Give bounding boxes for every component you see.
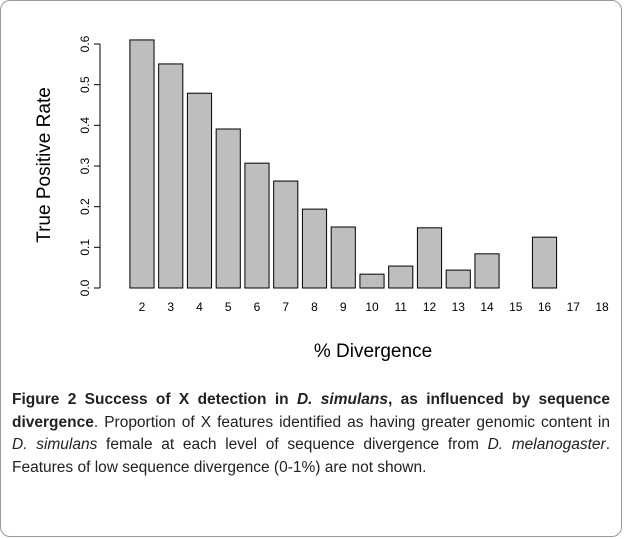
bar xyxy=(416,227,443,289)
caption-title-part: D. simulans xyxy=(296,391,388,408)
bar xyxy=(158,63,184,289)
x-tick-label: 17 xyxy=(567,300,581,314)
x-tick-label: 16 xyxy=(538,300,552,314)
x-tick-label: 3 xyxy=(167,300,174,314)
x-tick-label: 5 xyxy=(225,300,232,314)
x-tick-label: 2 xyxy=(139,300,146,314)
x-tick-label: 14 xyxy=(480,300,494,314)
bar xyxy=(330,226,356,289)
caption-text: D. simulans xyxy=(12,436,98,453)
bar xyxy=(215,128,241,289)
chart: True Positive Rate % Divergence 0.0 0.1 0.… xyxy=(34,35,609,362)
caption-text: D. melanogaster xyxy=(487,436,606,453)
x-tick-label: 11 xyxy=(395,300,408,314)
y-axis-title: True Positive Rate xyxy=(34,87,55,243)
x-axis-title: % Divergence xyxy=(314,341,432,362)
bar xyxy=(186,92,213,289)
x-tick-label: 13 xyxy=(452,300,466,314)
figure-caption: Figure 2 Success of X detection in D. si… xyxy=(12,389,610,479)
x-tick-label: 9 xyxy=(340,300,347,314)
y-tick-label: 0.1 xyxy=(78,239,92,256)
y-tick-label: 0.6 xyxy=(78,35,92,52)
caption-title-part: Success of X detection in xyxy=(84,391,297,408)
x-tick-label: 7 xyxy=(282,300,289,314)
caption-label: Figure 2 xyxy=(12,391,77,408)
bar xyxy=(129,39,155,289)
caption-title-part: , as influenced by sequence divergence xyxy=(12,391,611,431)
x-tick-label: 6 xyxy=(254,300,261,314)
bar xyxy=(244,162,270,289)
x-tick-label: 10 xyxy=(365,300,379,314)
bar xyxy=(531,236,558,289)
bar xyxy=(301,208,328,289)
caption-text: . Proportion of X features identified as… xyxy=(93,413,610,431)
y-tick-label: 0.4 xyxy=(78,117,92,134)
bar xyxy=(359,273,385,289)
x-tick-label: 18 xyxy=(595,300,609,314)
caption-title: Success of X detection in D. simulans, a… xyxy=(12,391,610,431)
y-tick-label: 0.5 xyxy=(78,76,92,93)
bar xyxy=(445,269,471,289)
bar xyxy=(474,253,500,289)
y-tick-label: 0.0 xyxy=(78,279,92,296)
x-tick-label: 15 xyxy=(509,300,523,314)
x-tick-label: 4 xyxy=(196,300,203,314)
y-tick-label: 0.2 xyxy=(78,198,92,215)
bar xyxy=(388,265,414,289)
x-tick-label: 12 xyxy=(423,300,437,314)
x-tick-label: 8 xyxy=(311,300,318,314)
y-tick-label: 0.3 xyxy=(78,157,92,174)
caption-text: female at each level of sequence diverge… xyxy=(97,436,488,453)
caption-text: . Features of low sequence divergence (0… xyxy=(12,436,610,476)
bar xyxy=(273,180,299,289)
